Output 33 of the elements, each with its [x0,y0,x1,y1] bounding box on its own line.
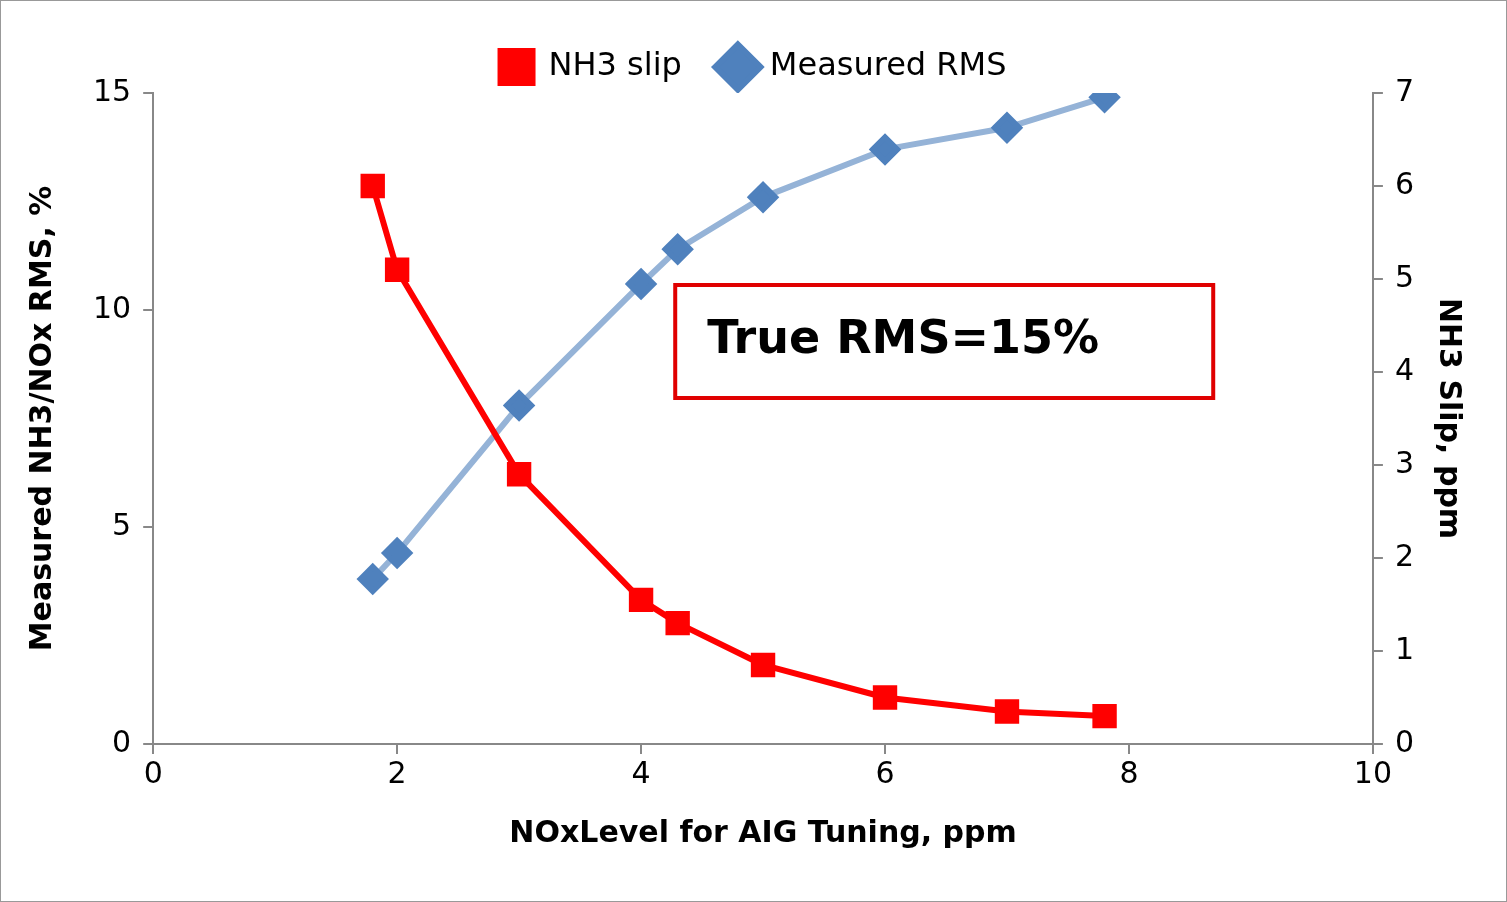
point [628,587,654,613]
y-tick-label: 10 [92,289,132,325]
point [994,699,1020,724]
y2-tick-label: 3 [1394,444,1415,480]
point [1092,703,1117,729]
x-axis-title: NOxLevel for AIG Tuning, ppm [509,813,1017,849]
point [360,173,385,199]
point [665,610,690,636]
x-tick-label: 2 [387,754,407,790]
y2-tick-label: 1 [1394,630,1415,666]
x-tick-label: 4 [631,754,651,790]
y-tick-label: 0 [112,723,132,759]
x-tick-label: 10 [1353,754,1393,790]
y-axis-title: Measured NH3/NOx RMS, % [22,185,58,652]
y-tick-label: 5 [112,506,132,542]
legend-label: Measured RMS [769,45,1007,84]
point [750,652,776,678]
y2-tick-label: 5 [1394,258,1415,294]
y2-tick-label: 0 [1394,723,1415,759]
y2-axis-title: NH3 Slip, ppm [1433,297,1469,540]
y2-tick-label: 6 [1394,165,1415,201]
y-tick-label: 15 [92,72,132,108]
point [506,462,532,487]
x-tick-label: 8 [1119,754,1139,790]
y2-tick-label: 4 [1394,351,1415,387]
point [872,685,898,710]
x-tick-label: 6 [875,754,895,790]
x-tick-label: 0 [143,754,163,790]
point [384,257,410,282]
y2-tick-label: 7 [1394,72,1415,108]
legend-label: NH3 slip [548,45,682,84]
annotation: True RMS=15% [707,309,1100,364]
y2-tick-label: 2 [1394,537,1415,573]
